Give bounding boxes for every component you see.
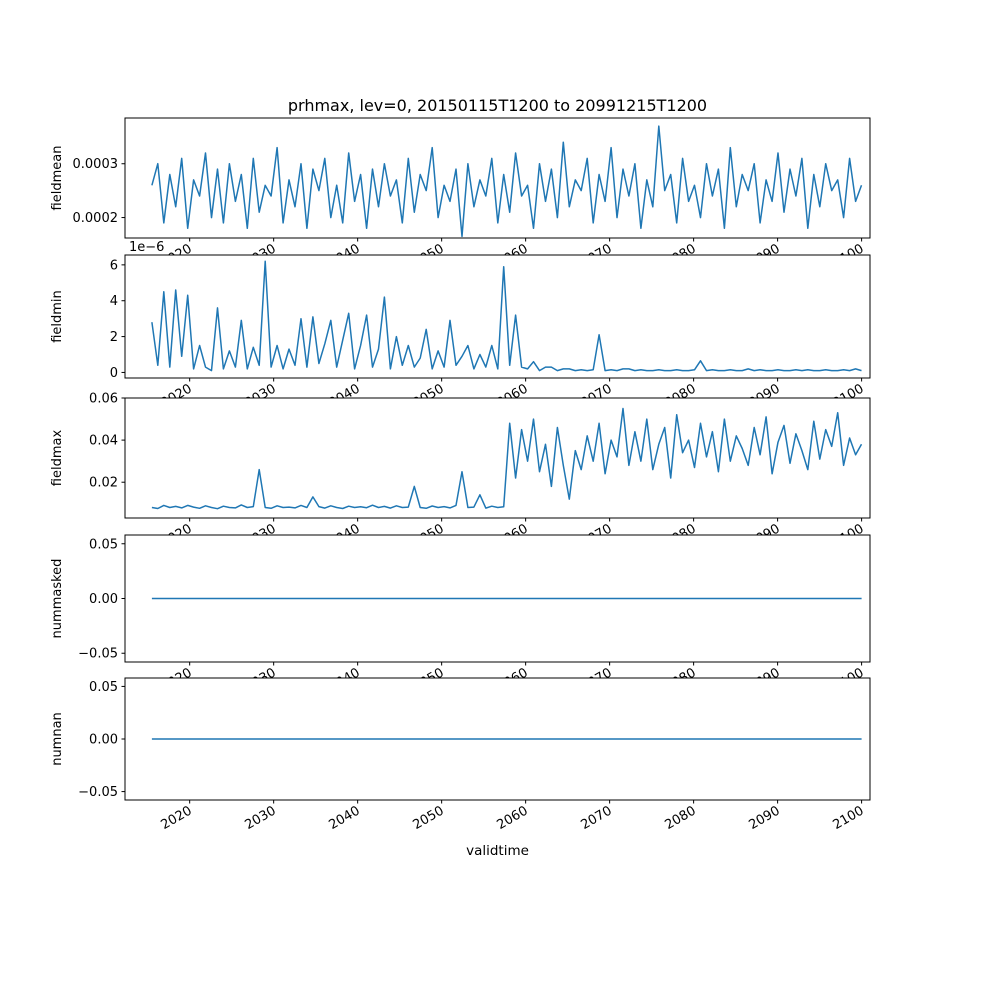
x-tick-label: 2100	[830, 803, 866, 833]
y-tick-label: 0.06	[89, 392, 118, 407]
y-tick-label: 0.05	[89, 680, 118, 695]
x-axis-label: validtime	[466, 843, 529, 859]
y-tick-label: 0.00	[89, 733, 118, 748]
y-tick-label: 0	[110, 366, 118, 381]
y-tick-label: −0.05	[78, 647, 118, 662]
y-tick-label: 2	[110, 330, 118, 345]
x-tick-label: 2090	[746, 803, 782, 833]
x-tick-label: 2050	[410, 803, 446, 833]
y-tick-label: 0.00	[89, 592, 118, 607]
x-tick-label: 2020	[159, 803, 195, 833]
subplot-nummasked: −0.050.000.05nummasked202020302040205020…	[50, 534, 871, 695]
y-axis-label: nummasked	[50, 559, 65, 639]
series-line	[151, 260, 862, 372]
y-tick-label: 0.0002	[73, 211, 119, 226]
y-tick-label: 0.02	[89, 476, 118, 491]
y-tick-label: 0.05	[89, 537, 118, 552]
series-line	[151, 407, 863, 510]
y-tick-label: 0.04	[89, 434, 118, 449]
y-tick-label: 4	[110, 294, 118, 309]
y-axis-label: fieldmax	[50, 430, 65, 487]
y-tick-label: 6	[110, 258, 118, 273]
subplot-numnan: −0.05 0.00 0.05 numnan 2020 2030 2040 2050 2060 2…	[50, 677, 871, 833]
x-tick-label: 2080	[662, 803, 698, 833]
x-tick-label: 2060	[494, 803, 530, 833]
figure-title: prhmax, lev=0, 20150115T1200 to 20991215…	[287, 96, 708, 115]
y-tick-label: 0.0003	[73, 157, 119, 172]
subplot-fieldmax: 0.020.040.06fieldmax20202030204020502060…	[50, 392, 871, 551]
y-tick-label: −0.05	[78, 785, 118, 800]
x-tick-label: 2040	[326, 803, 362, 833]
subplot-fieldmean: 0.00020.0003fieldmean2020203020402050206…	[50, 117, 871, 271]
x-tick-label: 2070	[578, 803, 614, 833]
x-tick-label: 2030	[243, 803, 279, 833]
y-axis-label: fieldmin	[50, 290, 65, 343]
y-axis-label: numnan	[50, 712, 65, 766]
y-offset-label: 1e−6	[129, 240, 164, 255]
y-axis-label: fieldmean	[50, 146, 65, 211]
series-line	[151, 125, 863, 238]
